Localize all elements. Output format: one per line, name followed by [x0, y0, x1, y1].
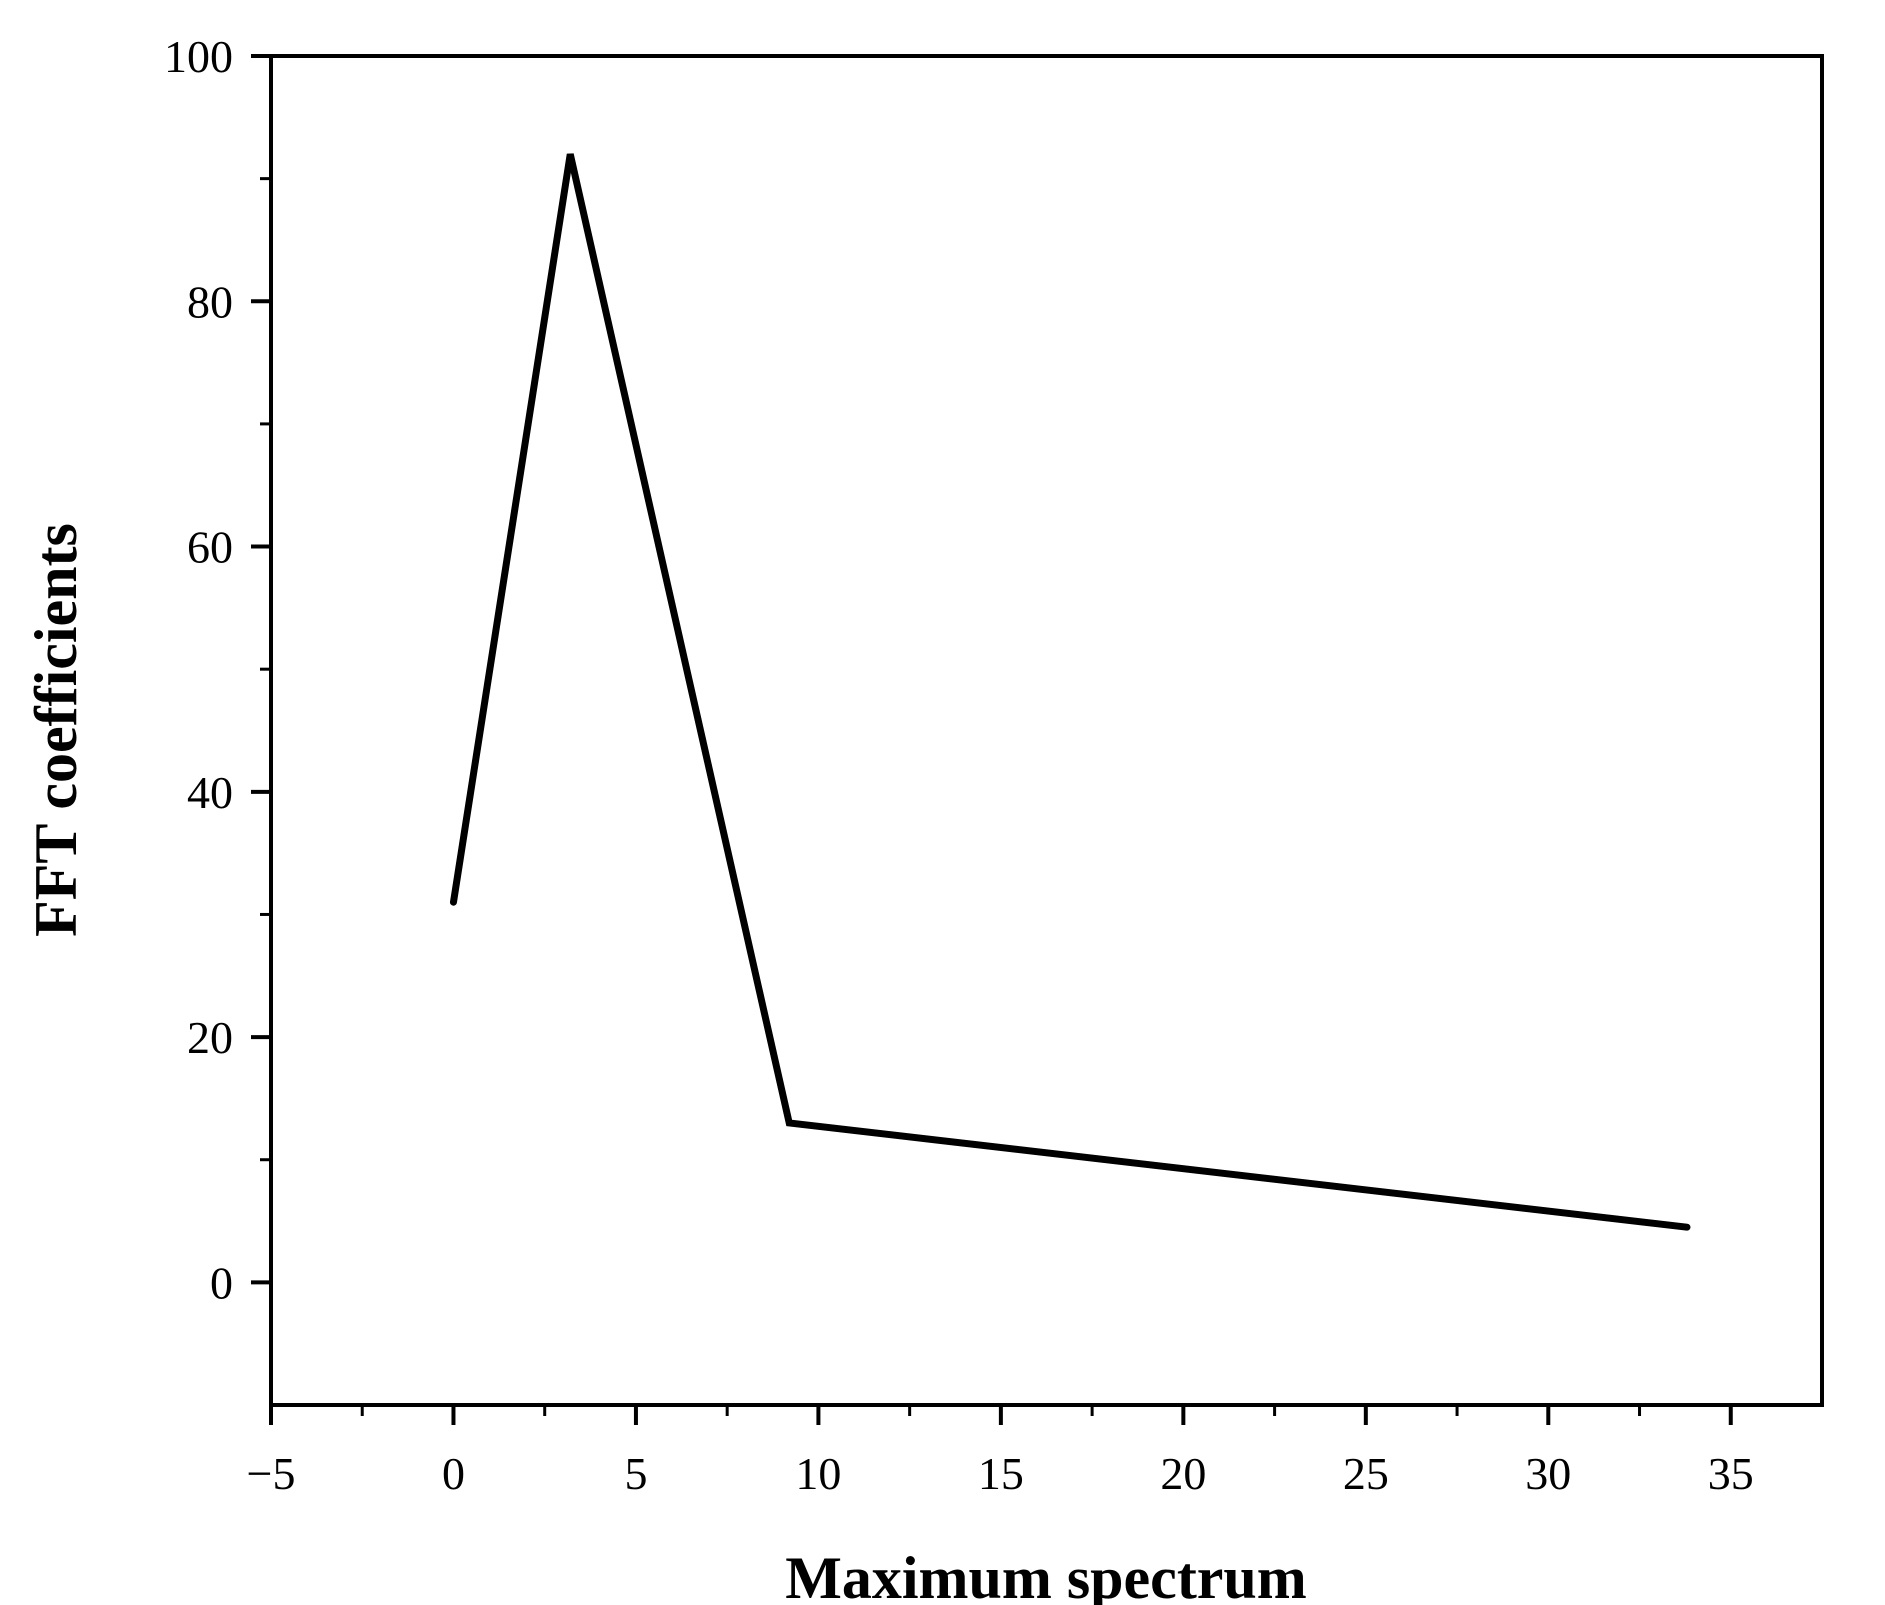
- x-axis-title: Maximum spectrum: [785, 1545, 1307, 1605]
- x-tick-label: 35: [1708, 1448, 1754, 1499]
- x-tick-label: 5: [624, 1448, 647, 1499]
- y-tick-label: 60: [187, 522, 233, 573]
- x-tick-label: 25: [1343, 1448, 1389, 1499]
- y-tick-label: 0: [210, 1257, 233, 1308]
- x-tick-label: 15: [978, 1448, 1024, 1499]
- x-tick-label: 30: [1525, 1448, 1571, 1499]
- x-axis: −5 0 5 10 15 20 25 30 35: [247, 1405, 1754, 1499]
- y-tick-label: 40: [187, 767, 233, 818]
- y-axis-title: FFT coefficients: [23, 523, 89, 937]
- y-axis: 0 20 40 60 80 100: [164, 31, 271, 1308]
- y-tick-label: 100: [164, 31, 233, 82]
- x-tick-label: 10: [795, 1448, 841, 1499]
- plot-frame: [269, 54, 1824, 1407]
- x-tick-label: −5: [247, 1448, 296, 1499]
- x-tick-label: 20: [1160, 1448, 1206, 1499]
- series-line: [449, 153, 1691, 1231]
- x-tick-label: 0: [442, 1448, 465, 1499]
- y-tick-label: 20: [187, 1012, 233, 1063]
- series-layer: [449, 153, 1691, 1231]
- y-tick-label: 80: [187, 276, 233, 327]
